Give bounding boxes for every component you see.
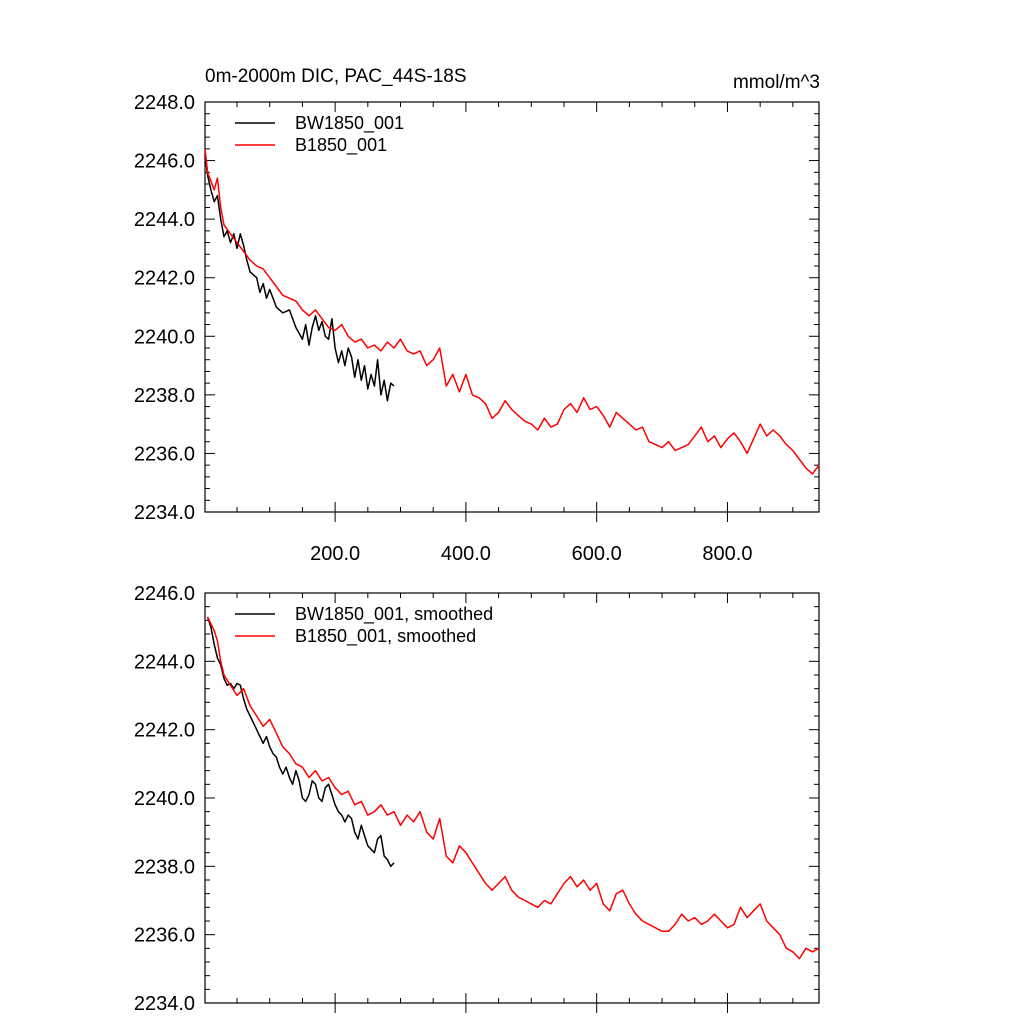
x-tick-label: 200.0 (310, 543, 360, 565)
x-tick-label: 600.0 (572, 543, 622, 565)
y-tick-label: 2242.0 (134, 720, 195, 742)
plot-frame (204, 592, 820, 1004)
series-line-b1850 (206, 616, 820, 960)
series-line-bw1850 (206, 616, 395, 868)
y-tick-label: 2242.0 (134, 268, 195, 290)
legend-label: B1850_001 (295, 135, 387, 156)
y-tick-label: 2234.0 (134, 502, 195, 524)
figure-title: 0m-2000m DIC, PAC_44S-18S (205, 66, 467, 87)
y-tick-label: 2244.0 (134, 651, 195, 673)
plot-frame (204, 101, 820, 513)
y-tick-label: 2238.0 (134, 385, 195, 407)
top-panel: 2234.0 2236.0 2238.0 2240.0 2242.0 2244.0 2246… (134, 92, 820, 565)
y-tick-label: 2234.0 (134, 993, 195, 1015)
y-tick-label: 2236.0 (134, 443, 195, 465)
x-tick-label: 400.0 (441, 543, 491, 565)
y-tick-label: 2246.0 (134, 583, 195, 605)
series-line-b1850 (204, 148, 820, 475)
series-line-bw1850 (204, 154, 395, 402)
y-tick-label: 2246.0 (134, 151, 195, 173)
y-tick-label: 2238.0 (134, 856, 195, 878)
y-tick-label: 2240.0 (134, 326, 195, 348)
y-tick-label: 2240.0 (134, 788, 195, 810)
bottom-panel: 2234.0 2236.0 2238.0 2240.0 2242.0 2244.0 2246… (134, 583, 820, 1015)
figure-units: mmol/m^3 (733, 72, 820, 93)
y-tick-label: 2236.0 (134, 925, 195, 947)
y-tick-label: 2244.0 (134, 209, 195, 231)
x-tick-label: 800.0 (702, 543, 752, 565)
y-tick-label: 2248.0 (134, 92, 195, 114)
legend-label: B1850_001, smoothed (295, 626, 476, 647)
legend-label: BW1850_001, smoothed (295, 604, 493, 625)
legend-label: BW1850_001 (295, 113, 404, 134)
